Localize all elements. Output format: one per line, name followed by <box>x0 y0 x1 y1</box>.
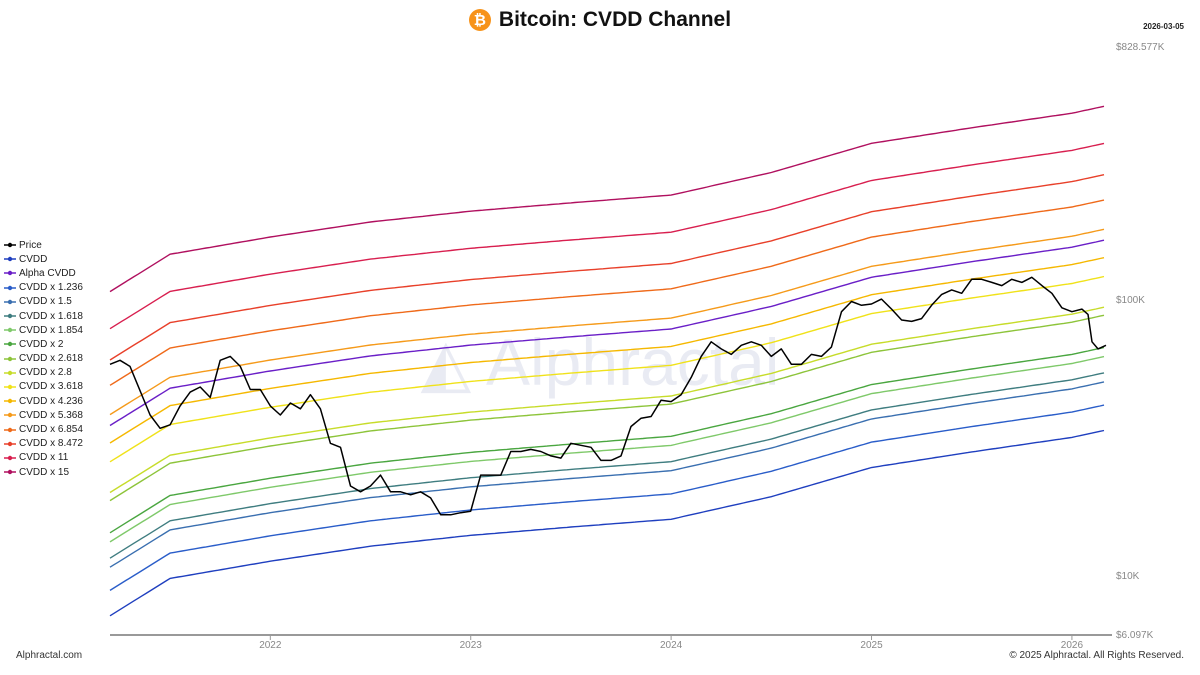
legend-item[interactable]: CVDD x 6.854 <box>4 422 83 436</box>
legend-marker-icon <box>4 398 16 404</box>
bitcoin-icon: ₿ <box>468 9 491 31</box>
legend-item[interactable]: CVDD x 15 <box>4 465 83 479</box>
series-line-cvdd-x-15 <box>109 105 1105 293</box>
legend-label: CVDD x 1.618 <box>19 310 83 322</box>
footer-copyright: © 2025 Alphractal. All Rights Reserved. <box>1009 650 1184 661</box>
legend-marker-icon <box>4 427 16 432</box>
legend-label: CVDD x 5.368 <box>19 409 83 421</box>
legend-item[interactable]: CVDD x 1.854 <box>4 323 83 337</box>
x-tick-label: 2025 <box>860 640 883 651</box>
legend-item[interactable]: CVDD x 2 <box>4 337 83 351</box>
y-tick-label: $828.577K <box>1116 42 1165 53</box>
x-tick-label: 2023 <box>460 640 483 651</box>
legend-marker-icon <box>4 356 16 361</box>
legend-marker-icon <box>4 370 16 375</box>
x-tick-label: 2024 <box>660 640 683 651</box>
legend-item[interactable]: CVDD x 11 <box>4 451 83 465</box>
chart-header: ₿ Bitcoin: CVDD Channel <box>0 8 1200 32</box>
legend-label: CVDD x 2 <box>19 338 64 350</box>
legend-marker-icon <box>4 469 16 475</box>
series-line-cvdd-x-1-5 <box>109 381 1105 568</box>
legend-item[interactable]: CVDD x 1.618 <box>4 309 83 323</box>
legend-label: CVDD x 1.5 <box>19 296 72 308</box>
legend-item[interactable]: CVDD <box>4 252 83 266</box>
legend: Price CVDD Alpha CVDD CVDD x 1.236 CVDD x 1.… <box>4 238 83 479</box>
series-line-cvdd-x-2-8 <box>109 306 1105 494</box>
legend-label: Alpha CVDD <box>19 267 76 279</box>
legend-label: CVDD x 2.618 <box>19 353 83 365</box>
legend-marker-icon <box>4 328 16 333</box>
series-line-cvdd-x-4-236 <box>109 257 1105 444</box>
legend-item[interactable]: Price <box>4 238 83 252</box>
series-line-cvdd-x-2-618 <box>109 314 1105 502</box>
legend-marker-icon <box>4 413 16 418</box>
y-tick-label: $100K <box>1116 295 1145 306</box>
legend-item[interactable]: CVDD x 3.618 <box>4 380 83 394</box>
series-line-cvdd-x-8-472 <box>109 174 1105 361</box>
series-line-cvdd-x-1-618 <box>109 372 1105 559</box>
legend-label: CVDD x 1.236 <box>19 282 83 294</box>
legend-item[interactable]: CVDD x 2.618 <box>4 352 83 366</box>
legend-label: CVDD x 4.236 <box>19 395 83 407</box>
series-line-cvdd-x-6-854 <box>109 199 1105 386</box>
legend-marker-icon <box>4 285 16 290</box>
x-tick-label: 2026 <box>1061 640 1084 651</box>
legend-marker-icon <box>4 313 16 319</box>
legend-marker-icon <box>4 455 16 461</box>
legend-marker-icon <box>4 271 16 276</box>
legend-item[interactable]: CVDD x 2.8 <box>4 366 83 380</box>
page-title: Bitcoin: CVDD Channel <box>498 8 732 31</box>
series-line-price <box>109 276 1107 516</box>
legend-label: CVDD x 1.854 <box>19 324 83 336</box>
legend-item[interactable]: CVDD x 1.5 <box>4 295 83 309</box>
legend-item[interactable]: CVDD x 4.236 <box>4 394 83 408</box>
legend-label: CVDD x 8.472 <box>19 438 83 450</box>
legend-label: CVDD x 6.854 <box>19 424 83 436</box>
legend-label: CVDD x 15 <box>19 466 70 478</box>
series-line-cvdd <box>109 429 1105 617</box>
legend-label: CVDD x 11 <box>19 452 69 464</box>
series-line-cvdd-x-1-854 <box>109 355 1105 543</box>
legend-label: CVDD <box>19 253 48 265</box>
legend-marker-icon <box>4 384 16 390</box>
legend-item[interactable]: Alpha CVDD <box>4 266 83 280</box>
legend-marker-icon <box>4 441 16 446</box>
series-line-cvdd-x-5-368 <box>109 228 1105 416</box>
series-line-cvdd-x-3-618 <box>109 275 1105 463</box>
legend-item[interactable]: CVDD x 1.236 <box>4 281 83 295</box>
series-line-cvdd-x-1-236 <box>109 404 1105 591</box>
legend-marker-icon <box>4 242 16 248</box>
series-line-cvdd-x-2 <box>109 346 1105 534</box>
y-tick-label: $10K <box>1116 571 1140 582</box>
legend-label: CVDD x 3.618 <box>19 381 83 393</box>
series-line-cvdd-x-11 <box>109 142 1105 330</box>
legend-marker-icon <box>4 257 16 262</box>
legend-item[interactable]: CVDD x 8.472 <box>4 437 83 451</box>
legend-label: Price <box>19 239 42 251</box>
legend-marker-icon <box>4 342 16 347</box>
y-tick-label: $6.097K <box>1116 630 1154 641</box>
legend-item[interactable]: CVDD x 5.368 <box>4 408 83 422</box>
legend-marker-icon <box>4 299 16 305</box>
chart-date: 2026-03-05 <box>1143 22 1184 31</box>
legend-label: CVDD x 2.8 <box>19 367 72 379</box>
footer-site[interactable]: Alphractal.com <box>16 650 83 661</box>
series-line-alpha-cvdd <box>109 239 1105 427</box>
x-tick-label: 2022 <box>259 640 282 651</box>
